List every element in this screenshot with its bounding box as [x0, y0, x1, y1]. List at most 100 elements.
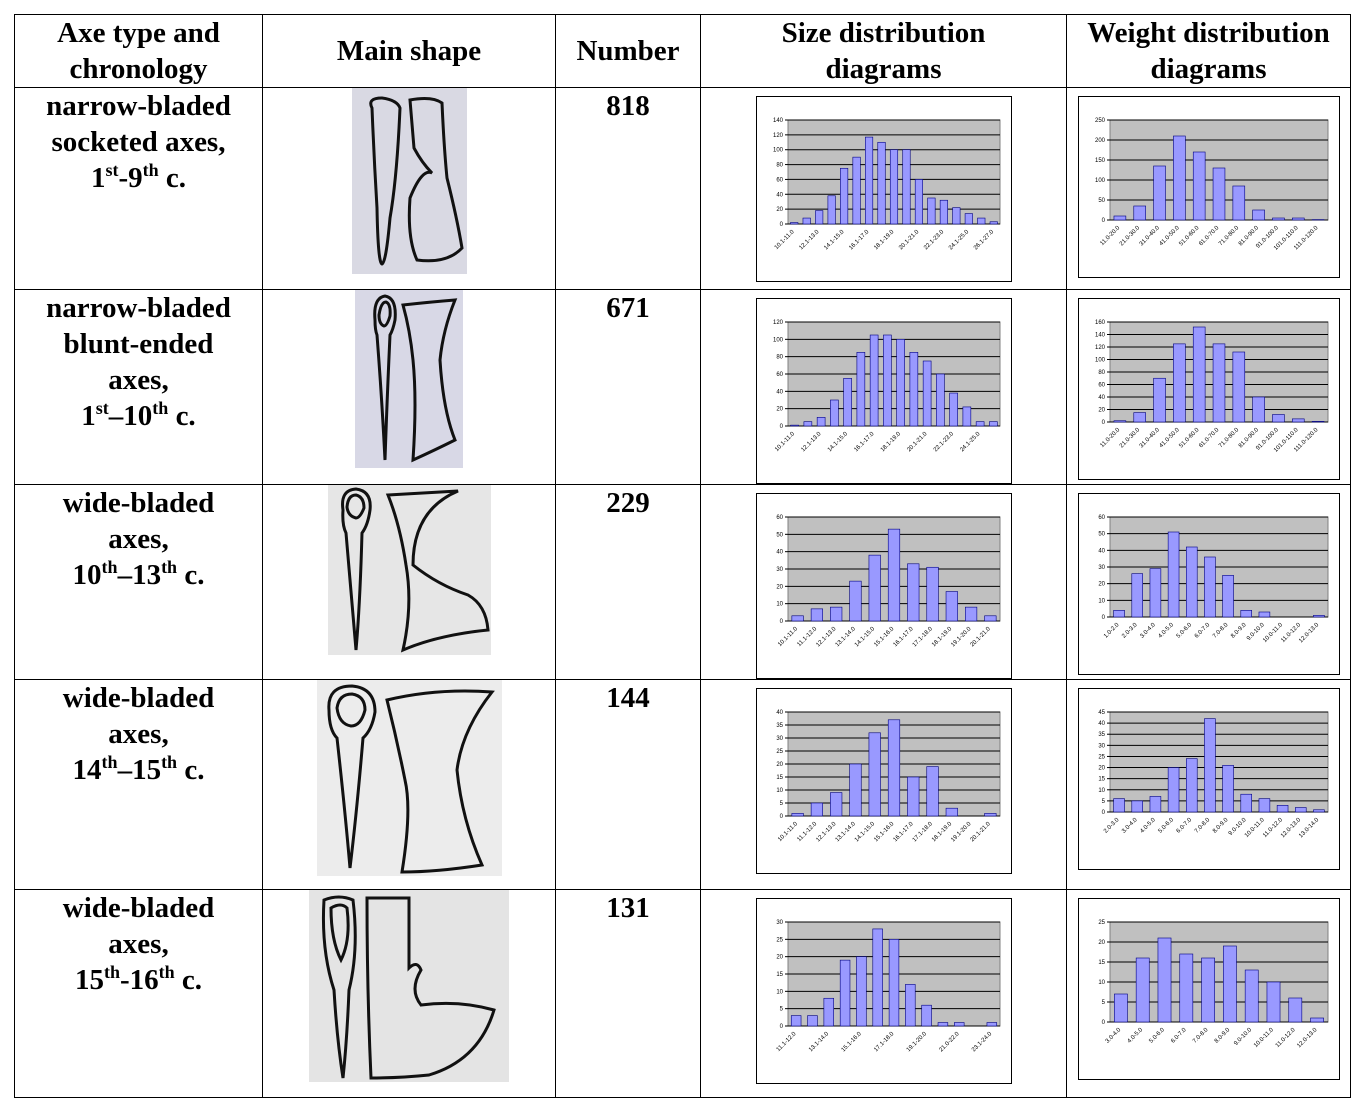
y-tick-label: 10 [776, 989, 783, 995]
y-tick-label: 30 [776, 567, 783, 573]
bar [807, 1016, 817, 1026]
y-tick-label: 100 [772, 148, 783, 154]
bar [856, 957, 866, 1026]
bar [907, 564, 919, 621]
chronology-part: –13 [118, 559, 162, 591]
bar [870, 335, 878, 426]
y-tick-label: 20 [1098, 940, 1105, 946]
chronology-part: th [104, 962, 120, 982]
bar [1313, 810, 1324, 812]
type-text: wide-bladed [15, 890, 262, 926]
bar [868, 555, 880, 621]
y-tick-label: 60 [1098, 383, 1105, 389]
header-text: diagrams [701, 51, 1066, 87]
bar [1157, 938, 1170, 1022]
bar [1186, 759, 1197, 812]
y-tick-label: 10 [776, 788, 783, 794]
y-tick-label: 80 [776, 163, 783, 169]
bar [1133, 206, 1145, 220]
chronology-part: c. [159, 162, 186, 194]
y-tick-label: 60 [776, 177, 783, 183]
photo-bg [328, 485, 491, 655]
bar [1133, 413, 1145, 422]
bar [905, 984, 915, 1026]
bar [888, 529, 900, 621]
bar [802, 218, 809, 224]
y-tick-label: 15 [1098, 777, 1105, 783]
y-tick-label: 20 [776, 207, 783, 213]
y-tick-label: 140 [1094, 333, 1105, 339]
header-text: diagrams [1067, 51, 1350, 87]
bar [1213, 344, 1225, 422]
chronology-part: th [161, 752, 177, 772]
bar [921, 1005, 931, 1026]
y-tick-label: 40 [776, 389, 783, 395]
type-text: axes, [15, 521, 262, 557]
y-tick-label: 30 [1098, 565, 1105, 571]
bar [907, 777, 919, 816]
axe-shape [328, 485, 491, 655]
y-tick-label: 140 [772, 118, 783, 124]
bar [1113, 799, 1124, 812]
y-tick-label: 25 [776, 749, 783, 755]
bar [1168, 768, 1179, 812]
bar [909, 352, 917, 426]
number-cell: 818 [556, 88, 701, 290]
bar [1153, 166, 1165, 220]
bar [888, 720, 900, 816]
type-text: axes, [15, 716, 262, 752]
shape-cell [263, 890, 556, 1098]
y-tick-label: 200 [1094, 138, 1105, 144]
number-cell: 144 [556, 680, 701, 890]
bar [1149, 796, 1160, 812]
header-text: Number [556, 33, 700, 69]
y-tick-label: 100 [772, 337, 783, 343]
y-tick-label: 10 [776, 602, 783, 608]
bar [791, 616, 803, 621]
bar [830, 793, 842, 816]
y-tick-label: 100 [1094, 178, 1105, 184]
bar [984, 813, 996, 816]
bar [938, 1023, 948, 1026]
bar-chart: 051015202530354010.1-11.011.1-12.012.1-1… [756, 688, 1012, 874]
chronology-part: th [152, 398, 168, 418]
y-tick-label: 50 [776, 532, 783, 538]
bar-chart: 05010015020025011.0-20.021.0-30.031.0-40… [1078, 96, 1340, 278]
chronology: 1st–10th c. [15, 398, 262, 434]
bar [827, 196, 834, 224]
bar [915, 179, 922, 224]
y-tick-label: 120 [772, 133, 783, 139]
bar [849, 581, 861, 621]
bar [790, 223, 797, 224]
y-tick-label: 15 [776, 972, 783, 978]
y-tick-label: 30 [776, 736, 783, 742]
y-tick-label: 80 [776, 355, 783, 361]
chronology-part: th [102, 752, 118, 772]
bar [940, 200, 947, 224]
bar [1272, 218, 1284, 220]
bar [1258, 612, 1269, 617]
bar [791, 1016, 801, 1026]
number-cell: 229 [556, 485, 701, 680]
bar [811, 609, 823, 621]
bar [1277, 805, 1288, 812]
bar [990, 222, 997, 224]
bar [1292, 218, 1304, 220]
chronology-part: st [105, 160, 118, 180]
bar [868, 733, 880, 816]
bar [883, 335, 891, 426]
type-text: wide-bladed [15, 680, 262, 716]
bar [902, 150, 909, 224]
chronology-part: th [159, 962, 175, 982]
